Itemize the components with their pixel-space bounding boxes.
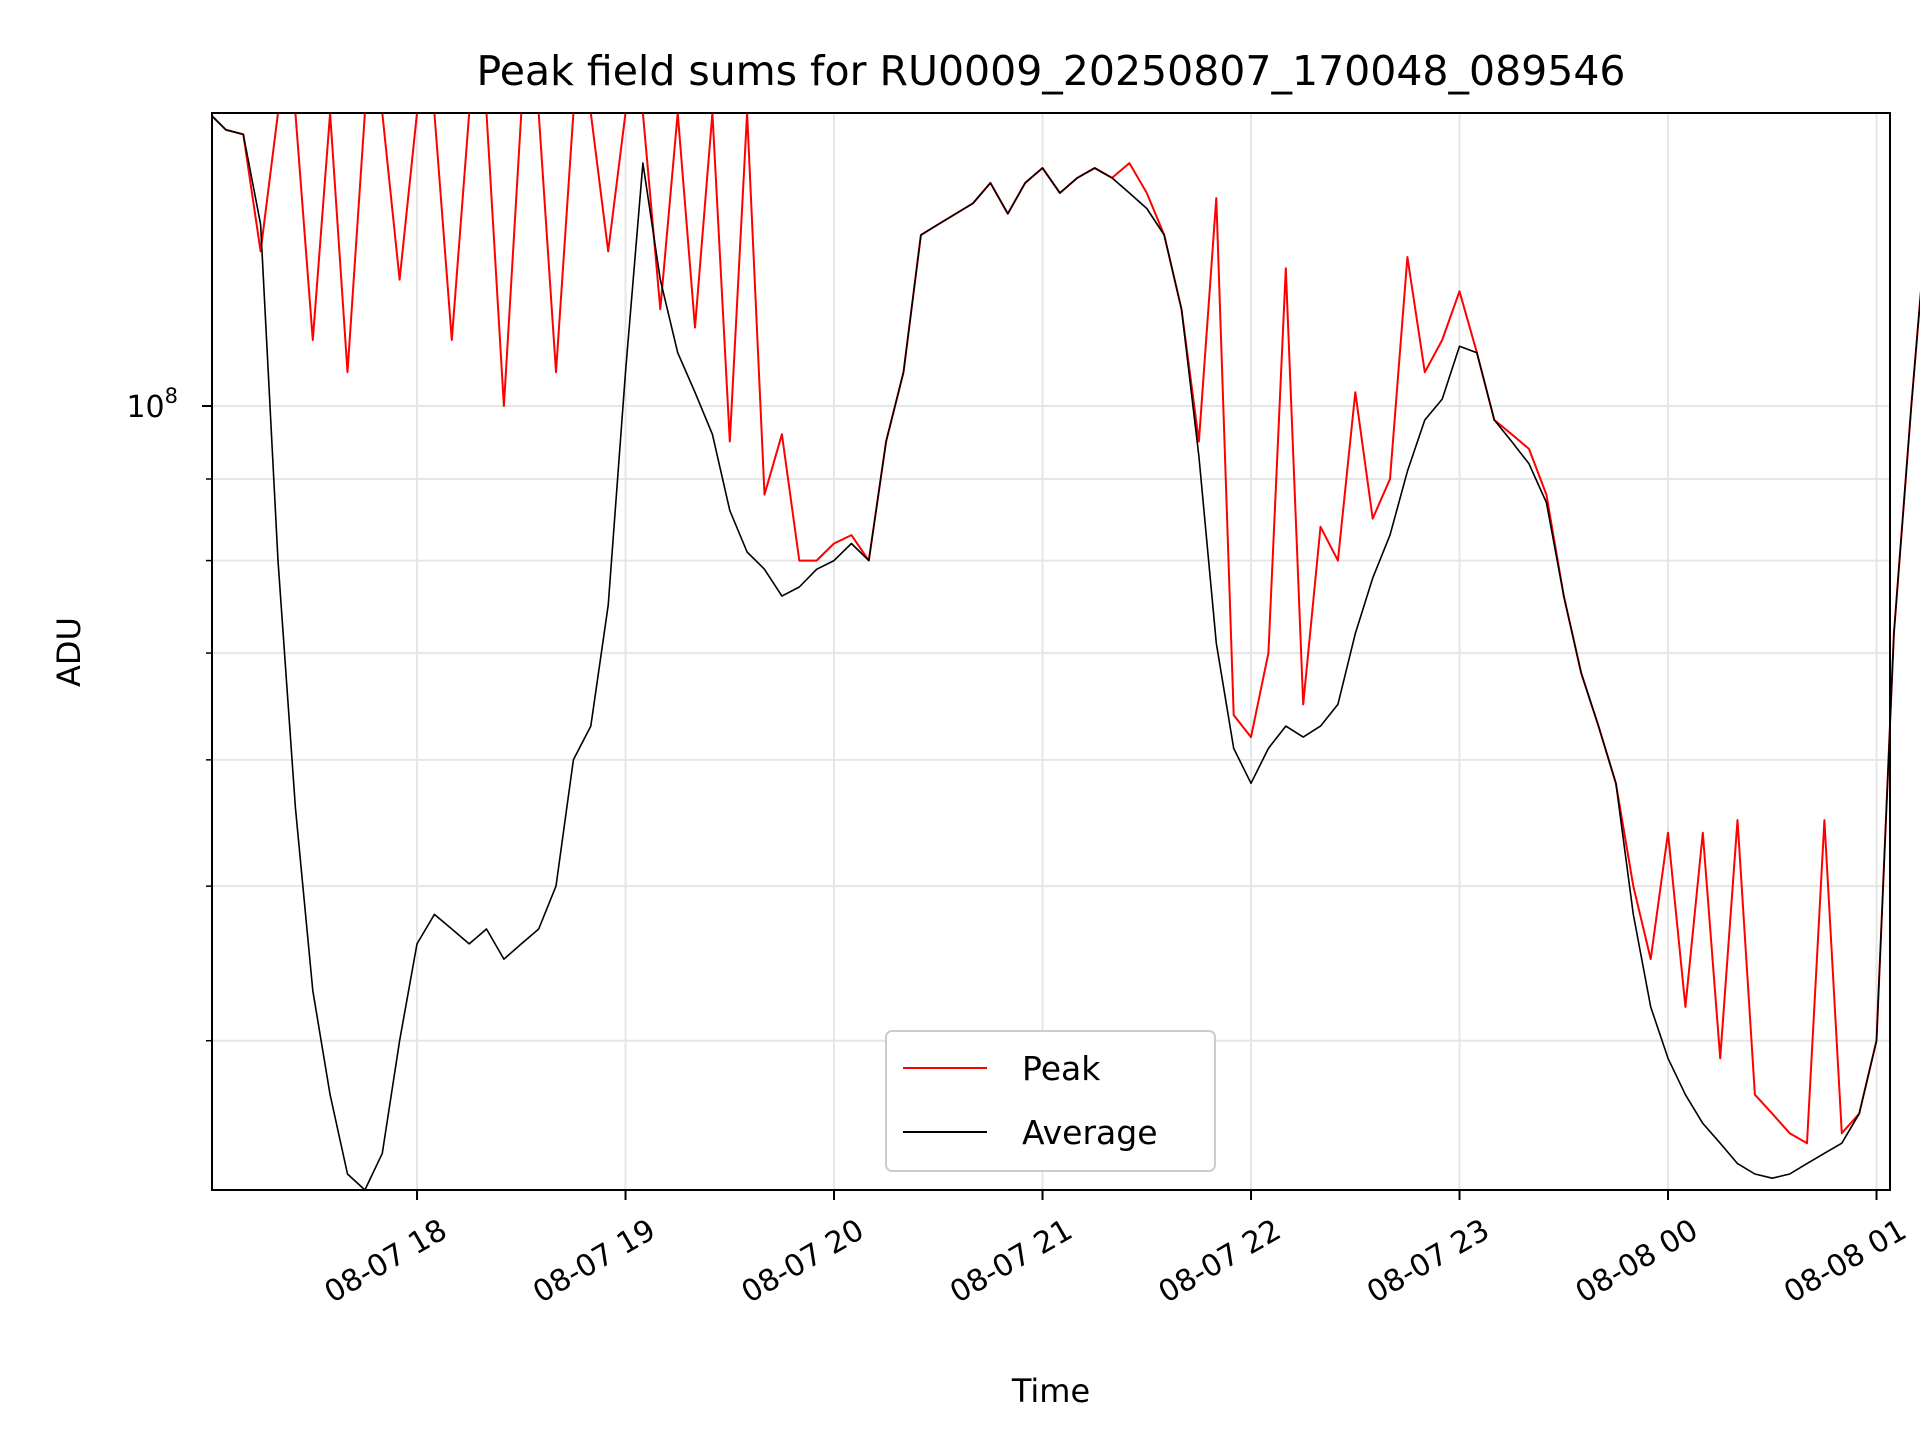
- legend: Peak Average: [885, 1030, 1216, 1172]
- series-layer: [211, 112, 1920, 1191]
- legend-label-peak: Peak: [1022, 1049, 1101, 1088]
- chart-title: Peak field sums for RU0009_20250807_1700…: [476, 47, 1625, 95]
- series-line-average: [211, 115, 1920, 1191]
- y-tick-label: 108: [126, 384, 178, 425]
- y-axis-label: ADU: [50, 617, 88, 687]
- y-axis-ticks: 108: [126, 384, 212, 1042]
- plot-frame: [211, 112, 1891, 1191]
- legend-label-average: Average: [1022, 1113, 1158, 1152]
- legend-box: [885, 1030, 1216, 1172]
- x-axis-label: Time: [1011, 1372, 1090, 1410]
